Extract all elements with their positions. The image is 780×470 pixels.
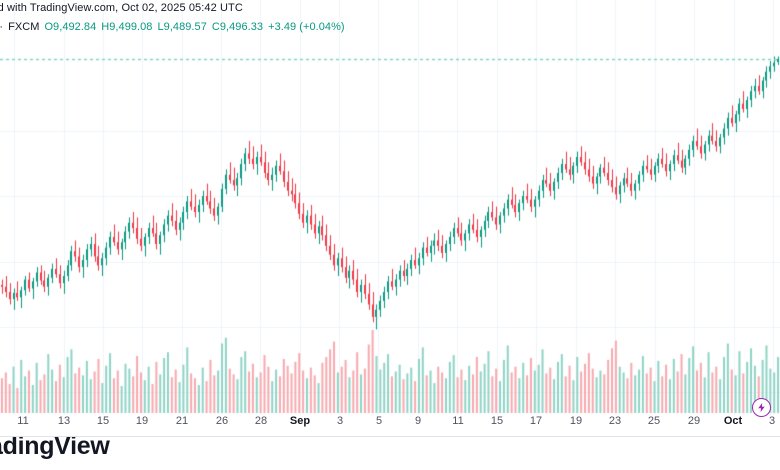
axis-divider (0, 436, 780, 437)
lightning-bolt-icon[interactable] (752, 398, 771, 417)
